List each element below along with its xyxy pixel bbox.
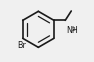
Text: 2: 2 <box>71 27 75 32</box>
Text: Br: Br <box>18 41 27 50</box>
Text: NH: NH <box>66 26 78 35</box>
